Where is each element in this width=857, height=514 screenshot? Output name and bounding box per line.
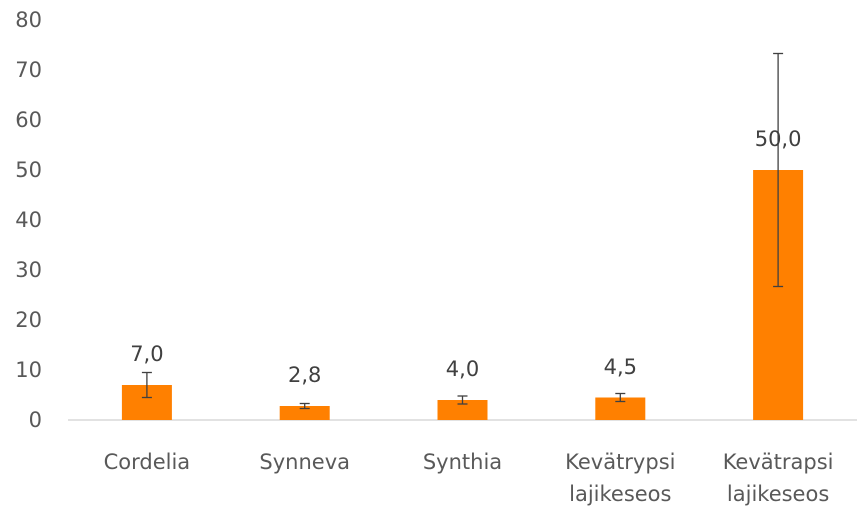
data-label: 2,8 — [287, 363, 322, 387]
y-tick-label: 50 — [15, 158, 42, 182]
data-label: 4,0 — [445, 357, 480, 381]
error-bar — [457, 395, 468, 405]
x-tick-label: Kevätrypsi lajikeseos — [565, 450, 676, 506]
y-tick-label: 80 — [15, 8, 42, 32]
y-tick-label: 0 — [28, 408, 42, 432]
data-label: 4,5 — [603, 354, 637, 379]
bar — [279, 406, 330, 420]
y-tick-label: 20 — [15, 308, 42, 332]
error-bar — [299, 402, 310, 410]
error-bar — [773, 52, 784, 288]
y-tick-label: 30 — [15, 258, 42, 282]
error-bar — [141, 371, 152, 399]
y-tick-label: 10 — [15, 358, 42, 382]
y-tick-label: 40 — [15, 208, 42, 232]
data-label: 7,0 — [130, 342, 164, 366]
x-tick-label: Cordelia — [103, 450, 191, 474]
bar — [595, 397, 646, 420]
y-tick-label: 70 — [15, 58, 42, 82]
x-tick-label: Synneva — [259, 450, 350, 474]
x-tick-label: Synthia — [422, 450, 503, 474]
data-label: 50,0 — [754, 127, 802, 151]
error-bar — [615, 392, 626, 403]
x-tick-label: Kevätrapsi lajikeseos — [722, 450, 834, 506]
y-tick-label: 60 — [15, 108, 42, 132]
bar — [437, 400, 488, 420]
